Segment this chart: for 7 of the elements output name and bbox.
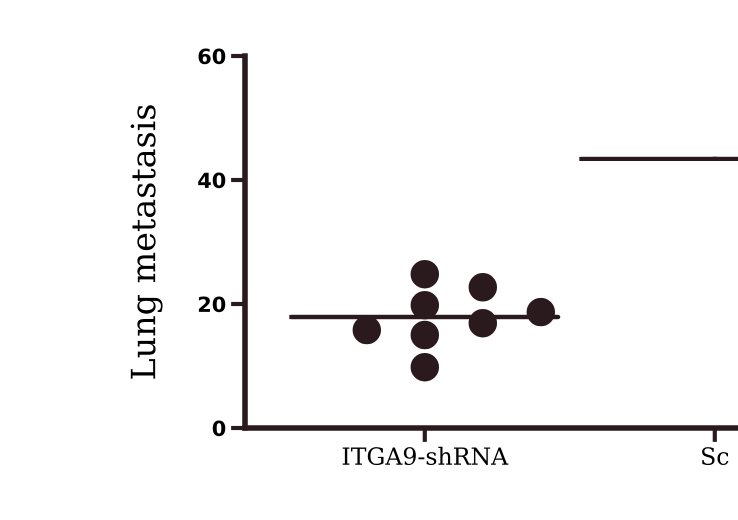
- x-tick-label: ITGA9-shRNA: [342, 446, 508, 466]
- x-tick-label: Sc: [702, 447, 728, 466]
- y-tick-label: 0: [212, 420, 226, 436]
- y-tick-label: 60: [198, 48, 226, 64]
- y-axis-title: Lung metastasis: [130, 105, 163, 379]
- y-tick-label: 40: [198, 172, 226, 188]
- y-tick-label: 20: [198, 296, 226, 312]
